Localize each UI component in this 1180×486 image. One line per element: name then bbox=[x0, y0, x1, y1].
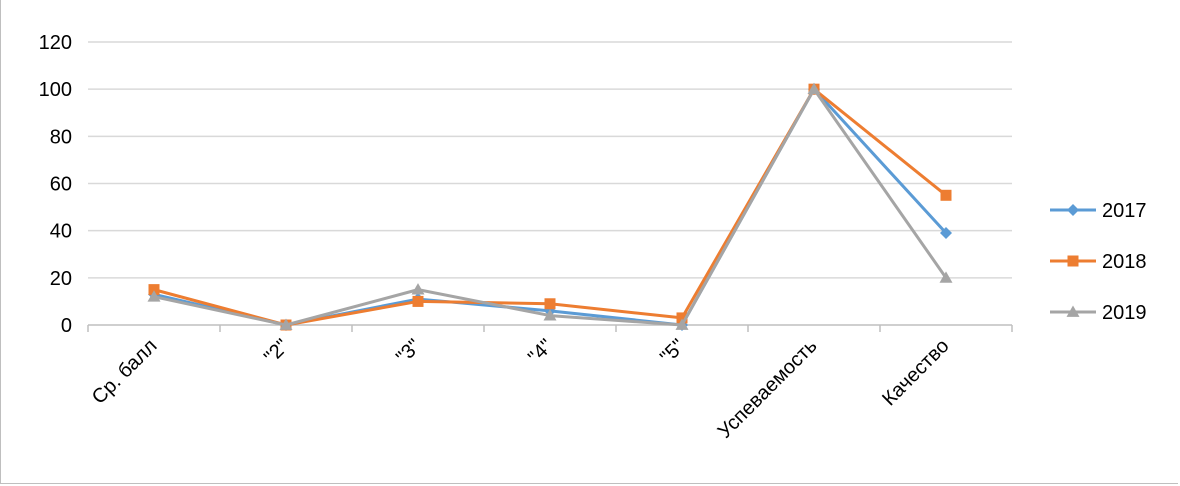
data-point-2019 bbox=[939, 271, 953, 283]
y-tick-label: 40 bbox=[50, 221, 72, 243]
x-tick-label: "2" bbox=[260, 335, 293, 368]
data-point-2019 bbox=[279, 318, 293, 330]
legend-marker bbox=[1067, 204, 1079, 216]
series-line-2018 bbox=[153, 87, 947, 327]
data-point-2018 bbox=[940, 189, 952, 201]
x-tick-label: Качество bbox=[878, 335, 953, 410]
legend-item-2019: 2019 bbox=[1050, 302, 1147, 324]
axes bbox=[87, 324, 1013, 332]
legend-label: 2018 bbox=[1102, 251, 1147, 273]
legend-label: 2019 bbox=[1102, 302, 1147, 324]
series-2017 bbox=[148, 83, 952, 331]
data-point-2017 bbox=[940, 227, 952, 240]
data-point-2018 bbox=[676, 312, 688, 324]
series-2019 bbox=[147, 82, 953, 330]
data-point-2018 bbox=[412, 295, 424, 307]
data-point-2018 bbox=[148, 284, 160, 296]
data-point-2019 bbox=[147, 290, 161, 302]
legend-label: 2017 bbox=[1102, 200, 1147, 222]
legend-item-2018: 2018 bbox=[1050, 251, 1147, 273]
y-tick-label: 60 bbox=[50, 174, 72, 196]
y-tick-label: 20 bbox=[50, 268, 72, 290]
y-tick-label: 80 bbox=[50, 126, 72, 148]
x-tick-label: Ср. балл bbox=[88, 335, 162, 409]
series-line-2017 bbox=[153, 87, 948, 327]
gridlines bbox=[88, 41, 1012, 279]
data-point-2018 bbox=[544, 298, 556, 310]
data-point-2019 bbox=[675, 318, 689, 330]
x-axis-ticks: Ср. балл "2" "3" "4" "5" Успеваемость Качество bbox=[88, 335, 954, 443]
data-point-2019 bbox=[411, 283, 425, 295]
x-tick-label: "3" bbox=[392, 335, 425, 368]
legend-item-2017: 2017 bbox=[1050, 200, 1147, 222]
x-tick-label: "4" bbox=[524, 335, 557, 368]
series-line-2019 bbox=[153, 87, 948, 327]
y-axis-ticks: 0 20 40 60 80 100 120 bbox=[39, 32, 72, 337]
legend: 2017 2018 2019 bbox=[1050, 200, 1147, 324]
y-tick-label: 0 bbox=[61, 315, 72, 337]
series-layer bbox=[147, 82, 953, 331]
x-tick-label: "5" bbox=[656, 335, 689, 368]
series-2018 bbox=[148, 83, 952, 331]
legend-marker bbox=[1067, 255, 1079, 267]
y-tick-label: 100 bbox=[39, 79, 72, 101]
data-point-2019 bbox=[543, 309, 557, 321]
legend-marker bbox=[1066, 305, 1080, 317]
y-tick-label: 120 bbox=[39, 32, 72, 54]
x-tick-label: Успеваемость bbox=[714, 335, 822, 443]
data-point-2019 bbox=[807, 82, 821, 95]
